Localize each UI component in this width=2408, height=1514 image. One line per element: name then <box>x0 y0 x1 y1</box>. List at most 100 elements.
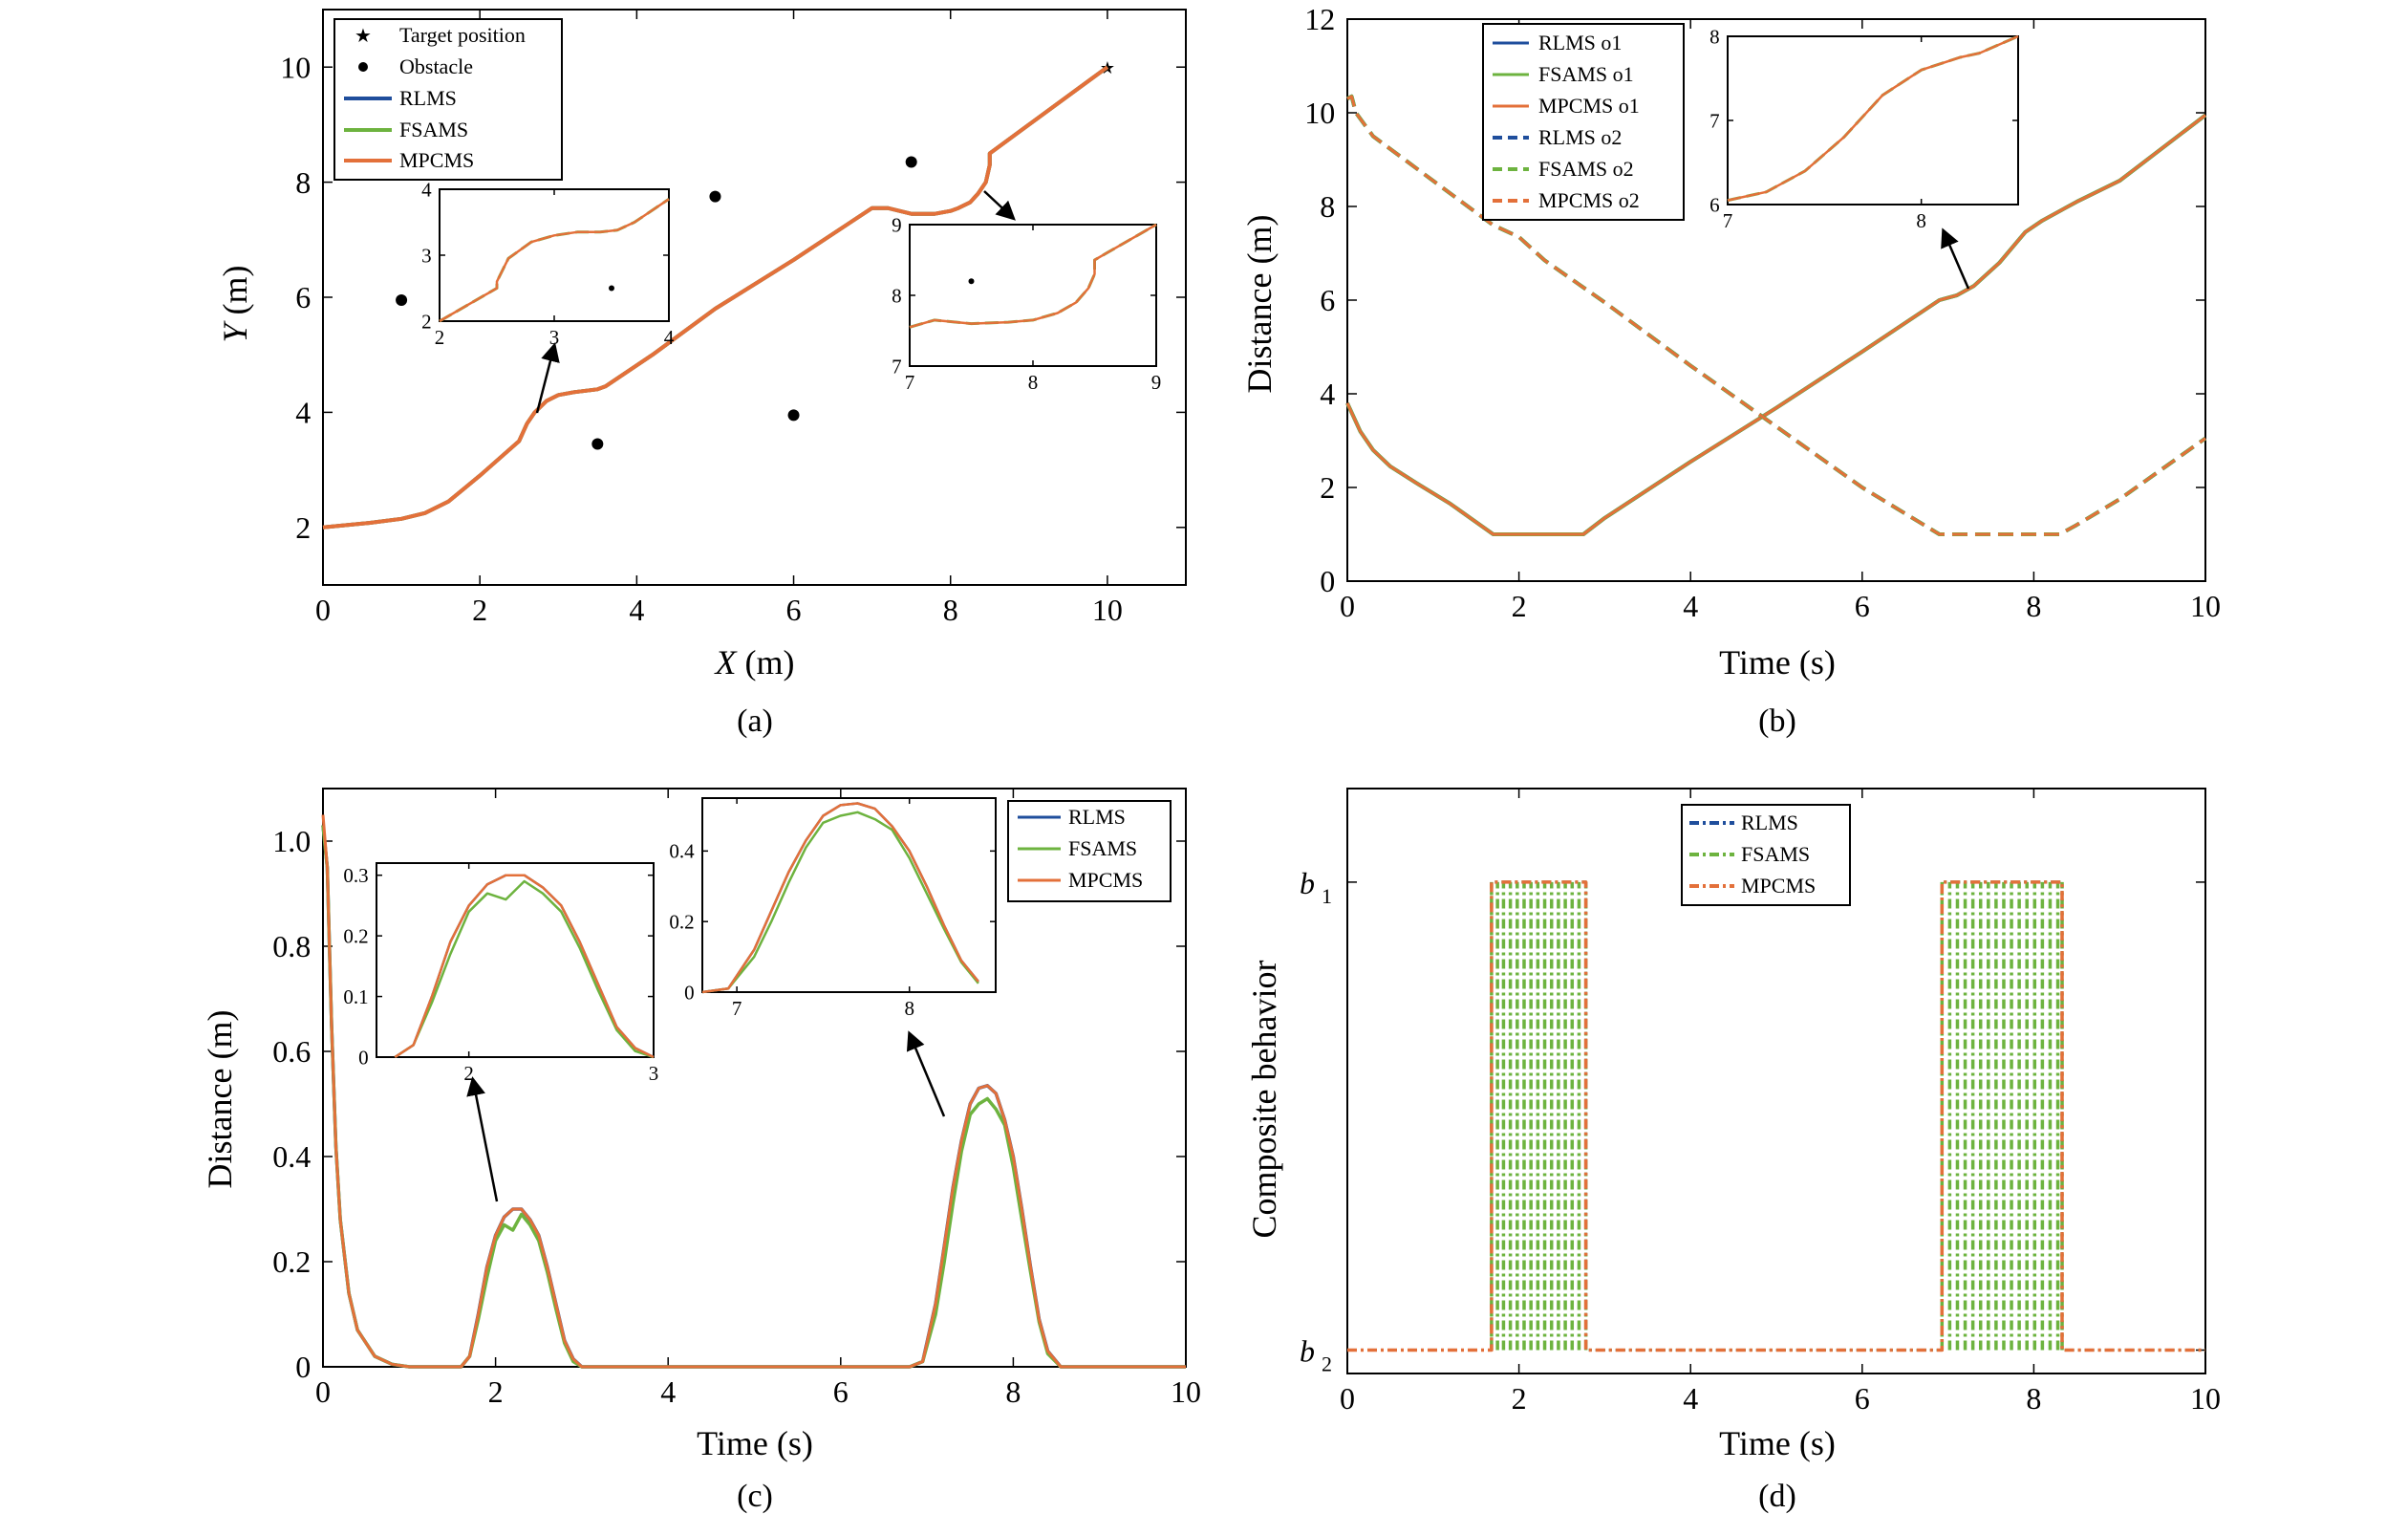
inset-frame <box>376 862 655 1058</box>
inset-series-fsams <box>394 879 655 1059</box>
panel-c-caption: (c) <box>737 1479 773 1514</box>
y-tick-label: 6 <box>295 280 311 314</box>
x-tick-label: 7 <box>732 997 742 1020</box>
panel-b-legend: RLMS o1 FSAMS o1 MPCMS o1 RLMS o2 FSAMS … <box>1482 23 1685 221</box>
series-mpcms <box>1347 880 2205 1352</box>
panel-b-caption: (b) <box>1758 703 1796 739</box>
y-tick-label: 10 <box>280 50 311 84</box>
x-tick-label: 0 <box>315 593 331 627</box>
panel-d-composite-behavior: 0 2 4 6 8 10b 2b 1 RLMS FSAMS MPCMS Time (s) Co… <box>1245 788 2221 1514</box>
inset-series-mpcms <box>701 802 979 994</box>
y-tick-label: 8 <box>892 284 902 307</box>
legend-label-fsams: FSAMS <box>1741 842 1810 866</box>
legend-label-mpcms-o2: MPCMS o2 <box>1538 188 1640 212</box>
obstacle-point <box>591 438 604 450</box>
x-tick-label: 3 <box>649 1062 659 1085</box>
obstacle-point <box>709 190 721 203</box>
y-tick-label: 6 <box>1709 193 1720 216</box>
x-tick-label: 6 <box>1855 1381 1870 1416</box>
legend-marker-target: ★ <box>355 26 372 47</box>
panel-a-legend: ★ Target position Obstacle RLMS FSAMS MP… <box>333 18 563 181</box>
series-mpcms <box>321 814 1186 1369</box>
zoom-arrow <box>466 1076 499 1202</box>
series-mpcms <box>322 65 1109 530</box>
panel-c-ylabel: Distance (m) <box>201 1010 239 1189</box>
y-tick-label: 4 <box>295 396 311 430</box>
legend-label-rlms: RLMS <box>399 86 457 110</box>
legend-label-mpcms: MPCMS <box>399 148 474 172</box>
x-tick-label: 4 <box>1683 1381 1698 1416</box>
y-tick-label: 8 <box>1320 189 1335 224</box>
y-tick-label: 10 <box>1304 96 1335 130</box>
panel-b-ylabel: Distance (m) <box>1240 215 1279 394</box>
legend-label-fsams: FSAMS <box>1068 836 1137 860</box>
panel-b-xlabel: Time (s) <box>1719 643 1836 681</box>
panel-c-distance: 0 2 4 6 8 10 0 0.2 0.4 0.6 0.8 1.0 2 3 0 0.1 0.2 0.3 7 8 0 0.… <box>201 788 1201 1514</box>
x-tick-label: 8 <box>2026 589 2041 623</box>
panel-a-trajectory: 0 2 4 6 8 10 2 4 6 8 10 ★ 2 3 4 2 3 4 7 8 9 7 8 9 ★ Target posi… <box>216 9 1187 739</box>
zoom-arrow <box>535 342 560 414</box>
x-tick-label: 3 <box>549 326 560 349</box>
legend-marker-obstacle <box>358 62 368 72</box>
x-tick-label: 8 <box>2026 1381 2041 1416</box>
legend-label-target: Target position <box>399 23 526 47</box>
panel-d-ylabel: Composite behavior <box>1245 961 1283 1239</box>
obstacle-point <box>396 294 408 307</box>
y-tick-label: 8 <box>1709 25 1720 48</box>
zoom-arrow <box>983 190 1016 221</box>
y-tick-label: 0.2 <box>272 1244 311 1279</box>
series-mpcms-o2 <box>1346 95 2206 536</box>
inset-1: 2 3 0 0.1 0.2 0.3 <box>343 862 659 1085</box>
inset-series-fsams <box>701 811 979 994</box>
x-tick-label: 8 <box>1916 209 1926 232</box>
y-tick-label: 2 <box>1320 470 1335 505</box>
x-tick-label: 4 <box>629 593 644 627</box>
panel-c-xlabel: Time (s) <box>697 1424 813 1462</box>
x-tick-label: 2 <box>472 593 487 627</box>
y-tick-label: 12 <box>1304 2 1335 36</box>
obstacle-point <box>787 409 800 422</box>
zoom-arrow <box>906 1030 946 1117</box>
x-tick-label: 2 <box>488 1374 504 1409</box>
panel-d-xlabel: Time (s) <box>1719 1424 1836 1462</box>
y-tick-label: 3 <box>421 244 432 267</box>
y-tick-label: 8 <box>295 165 311 200</box>
x-tick-label: 6 <box>786 593 802 627</box>
obstacle-point <box>609 285 614 292</box>
inset-1: 2 3 4 2 3 4 <box>421 178 675 349</box>
x-tick-label: 4 <box>660 1374 676 1409</box>
panel-a-ylabel: Y (m) <box>216 265 254 342</box>
x-tick-label: 6 <box>833 1374 849 1409</box>
y-tick-label: 0.8 <box>272 929 311 963</box>
x-tick-label: 8 <box>1005 1374 1021 1409</box>
x-tick-label: 2 <box>463 1062 474 1085</box>
legend-label-mpcms: MPCMS <box>1741 874 1816 898</box>
legend-label-fsams: FSAMS <box>399 118 468 141</box>
legend-label-rlms-o2: RLMS o2 <box>1538 125 1622 149</box>
x-tick-label: 10 <box>1092 593 1123 627</box>
legend-label-rlms: RLMS <box>1741 811 1798 834</box>
x-tick-label: 9 <box>1151 371 1162 394</box>
obstacle-point <box>905 156 917 168</box>
y-tick-label: 0.4 <box>272 1139 311 1174</box>
y-tick-label: 0 <box>1320 564 1335 598</box>
inset-series-mpcms <box>1727 34 2019 202</box>
inset-series-mpcms <box>909 223 1157 329</box>
inset-2: 7 8 0 0.2 0.4 <box>669 797 997 1020</box>
x-tick-label: 4 <box>664 326 675 349</box>
y-tick-label: 9 <box>892 213 902 236</box>
y-tick-label: 0.3 <box>343 864 368 887</box>
y-tick-label: 0 <box>295 1350 311 1384</box>
y-tick-label: 6 <box>1320 283 1335 317</box>
legend-label-rlms-o1: RLMS o1 <box>1538 31 1622 54</box>
x-tick-label: 10 <box>2190 1381 2221 1416</box>
y-tick-label: 4 <box>421 178 432 201</box>
x-tick-label: 6 <box>1855 589 1870 623</box>
x-tick-label: 8 <box>1028 371 1039 394</box>
y-tick-subscript: 1 <box>1322 884 1332 908</box>
legend-label-fsams-o1: FSAMS o1 <box>1538 62 1634 86</box>
x-tick-label: 0 <box>1340 1381 1355 1416</box>
